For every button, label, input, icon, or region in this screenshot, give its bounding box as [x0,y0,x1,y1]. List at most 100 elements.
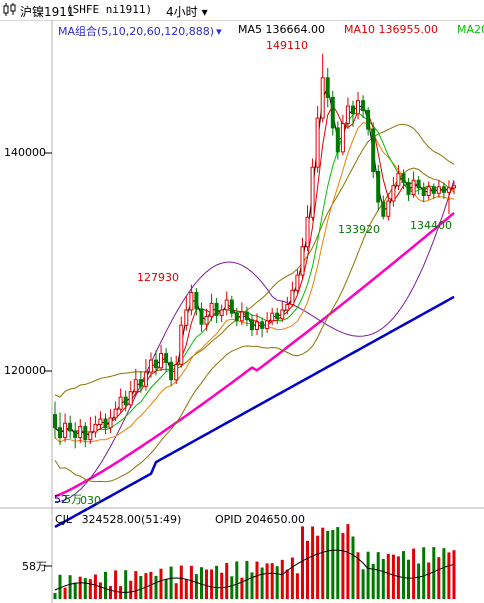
candle-body [361,100,366,111]
volume-bar [326,531,330,599]
high-annotation: 127930 [137,271,179,284]
volume-bar [220,572,224,599]
candle-body [209,302,214,317]
candle-body [108,417,113,429]
volume-bar [346,524,350,599]
candle-body [310,166,315,218]
cjl-value: 324528.00(51:49) [81,513,182,526]
volume-bar [316,535,320,599]
volume-bar [412,548,416,599]
volume-bar [376,552,380,599]
volume-bar [144,573,148,599]
candle-body [250,319,254,331]
volume-legend: CJL 324528.00(51:49) [55,513,181,526]
candle-body [229,299,234,314]
volume-bar [366,551,370,599]
volume-bar [230,576,234,599]
volume-bar [124,570,128,599]
volume-bar [200,567,203,599]
candle-body [335,127,340,153]
chevron-down-icon: ▾ [216,25,222,38]
candle-body [386,200,391,217]
volume-bar [361,569,365,599]
candle-body [58,427,62,439]
candle-body [103,418,108,429]
candle-body [98,418,103,425]
open-interest-line [54,549,455,593]
volume-bar [88,579,92,599]
candle-body [431,186,436,194]
candle-body [113,408,118,419]
candle-body [53,414,57,429]
ma5-legend: MA5 136664.00 [238,23,325,36]
candle-body [351,105,355,115]
volume-bar [295,573,299,599]
candle-body [224,299,229,311]
ma888-line [54,295,455,528]
candle-body [280,309,285,320]
volume-bar [194,574,198,599]
ma-group-selector[interactable]: MA组合(5,10,20,60,120,888) ▾ [58,23,222,39]
cjl-label: CJL [55,513,73,526]
volume-bar [93,574,97,599]
candle-body [270,312,275,322]
volume-bar [179,565,183,599]
candle-body [315,117,320,168]
volume-bar [139,576,143,599]
candle-body [411,179,416,196]
volume-bar [265,563,269,599]
candle-body [340,123,345,153]
volume-bar [159,568,163,599]
ma60-line [54,122,455,444]
candle-body [78,426,83,439]
volume-bar [169,566,173,599]
volume-bar [260,567,264,599]
candle-body [330,96,335,129]
volume-bar [437,557,441,599]
candle-body [118,396,123,410]
candle-body [325,77,330,98]
candle-body [143,371,148,387]
ma120-line [54,211,455,498]
price-axis-label: 140000 [4,146,46,159]
low-annotation: 52 [54,493,68,506]
volume-bar [255,561,259,599]
candle-body [381,201,386,217]
volume-bar [452,550,456,599]
candle-body [255,321,259,330]
low-annotation: 133920 [338,223,380,236]
volume-bar [336,527,340,599]
candle-body [295,274,300,291]
candle-body [376,171,381,203]
candle-body [290,289,295,305]
ma20-legend: MA20 [457,23,484,36]
volume-bar [442,548,446,599]
ma10-line [54,104,455,435]
candle-body [260,321,265,329]
candle-body [128,391,133,406]
period-label: 4小时 [166,5,198,19]
candle-body [416,179,421,189]
candle-body [93,423,98,433]
candle-body [239,311,244,322]
period-selector[interactable]: 4小时 ▾ [166,3,208,20]
volume-bar [432,547,436,599]
candle-body [83,426,88,441]
candle-body [345,105,350,124]
candle-body [219,309,224,316]
volume-bar [235,561,239,599]
volume-bar [53,593,57,599]
volume-axis-label: 58万 [22,560,47,573]
candle-body [265,320,270,329]
volume-bar [134,571,138,599]
candlestick-icon[interactable] [3,3,17,16]
volume-bar [351,536,355,599]
volume-bar [73,582,77,599]
volume-bar [63,587,67,599]
volume-bar [189,565,193,599]
candle-body [73,430,78,438]
candle-body [305,216,310,248]
candle-body [63,422,68,438]
bollinger-upper-line [54,123,455,398]
